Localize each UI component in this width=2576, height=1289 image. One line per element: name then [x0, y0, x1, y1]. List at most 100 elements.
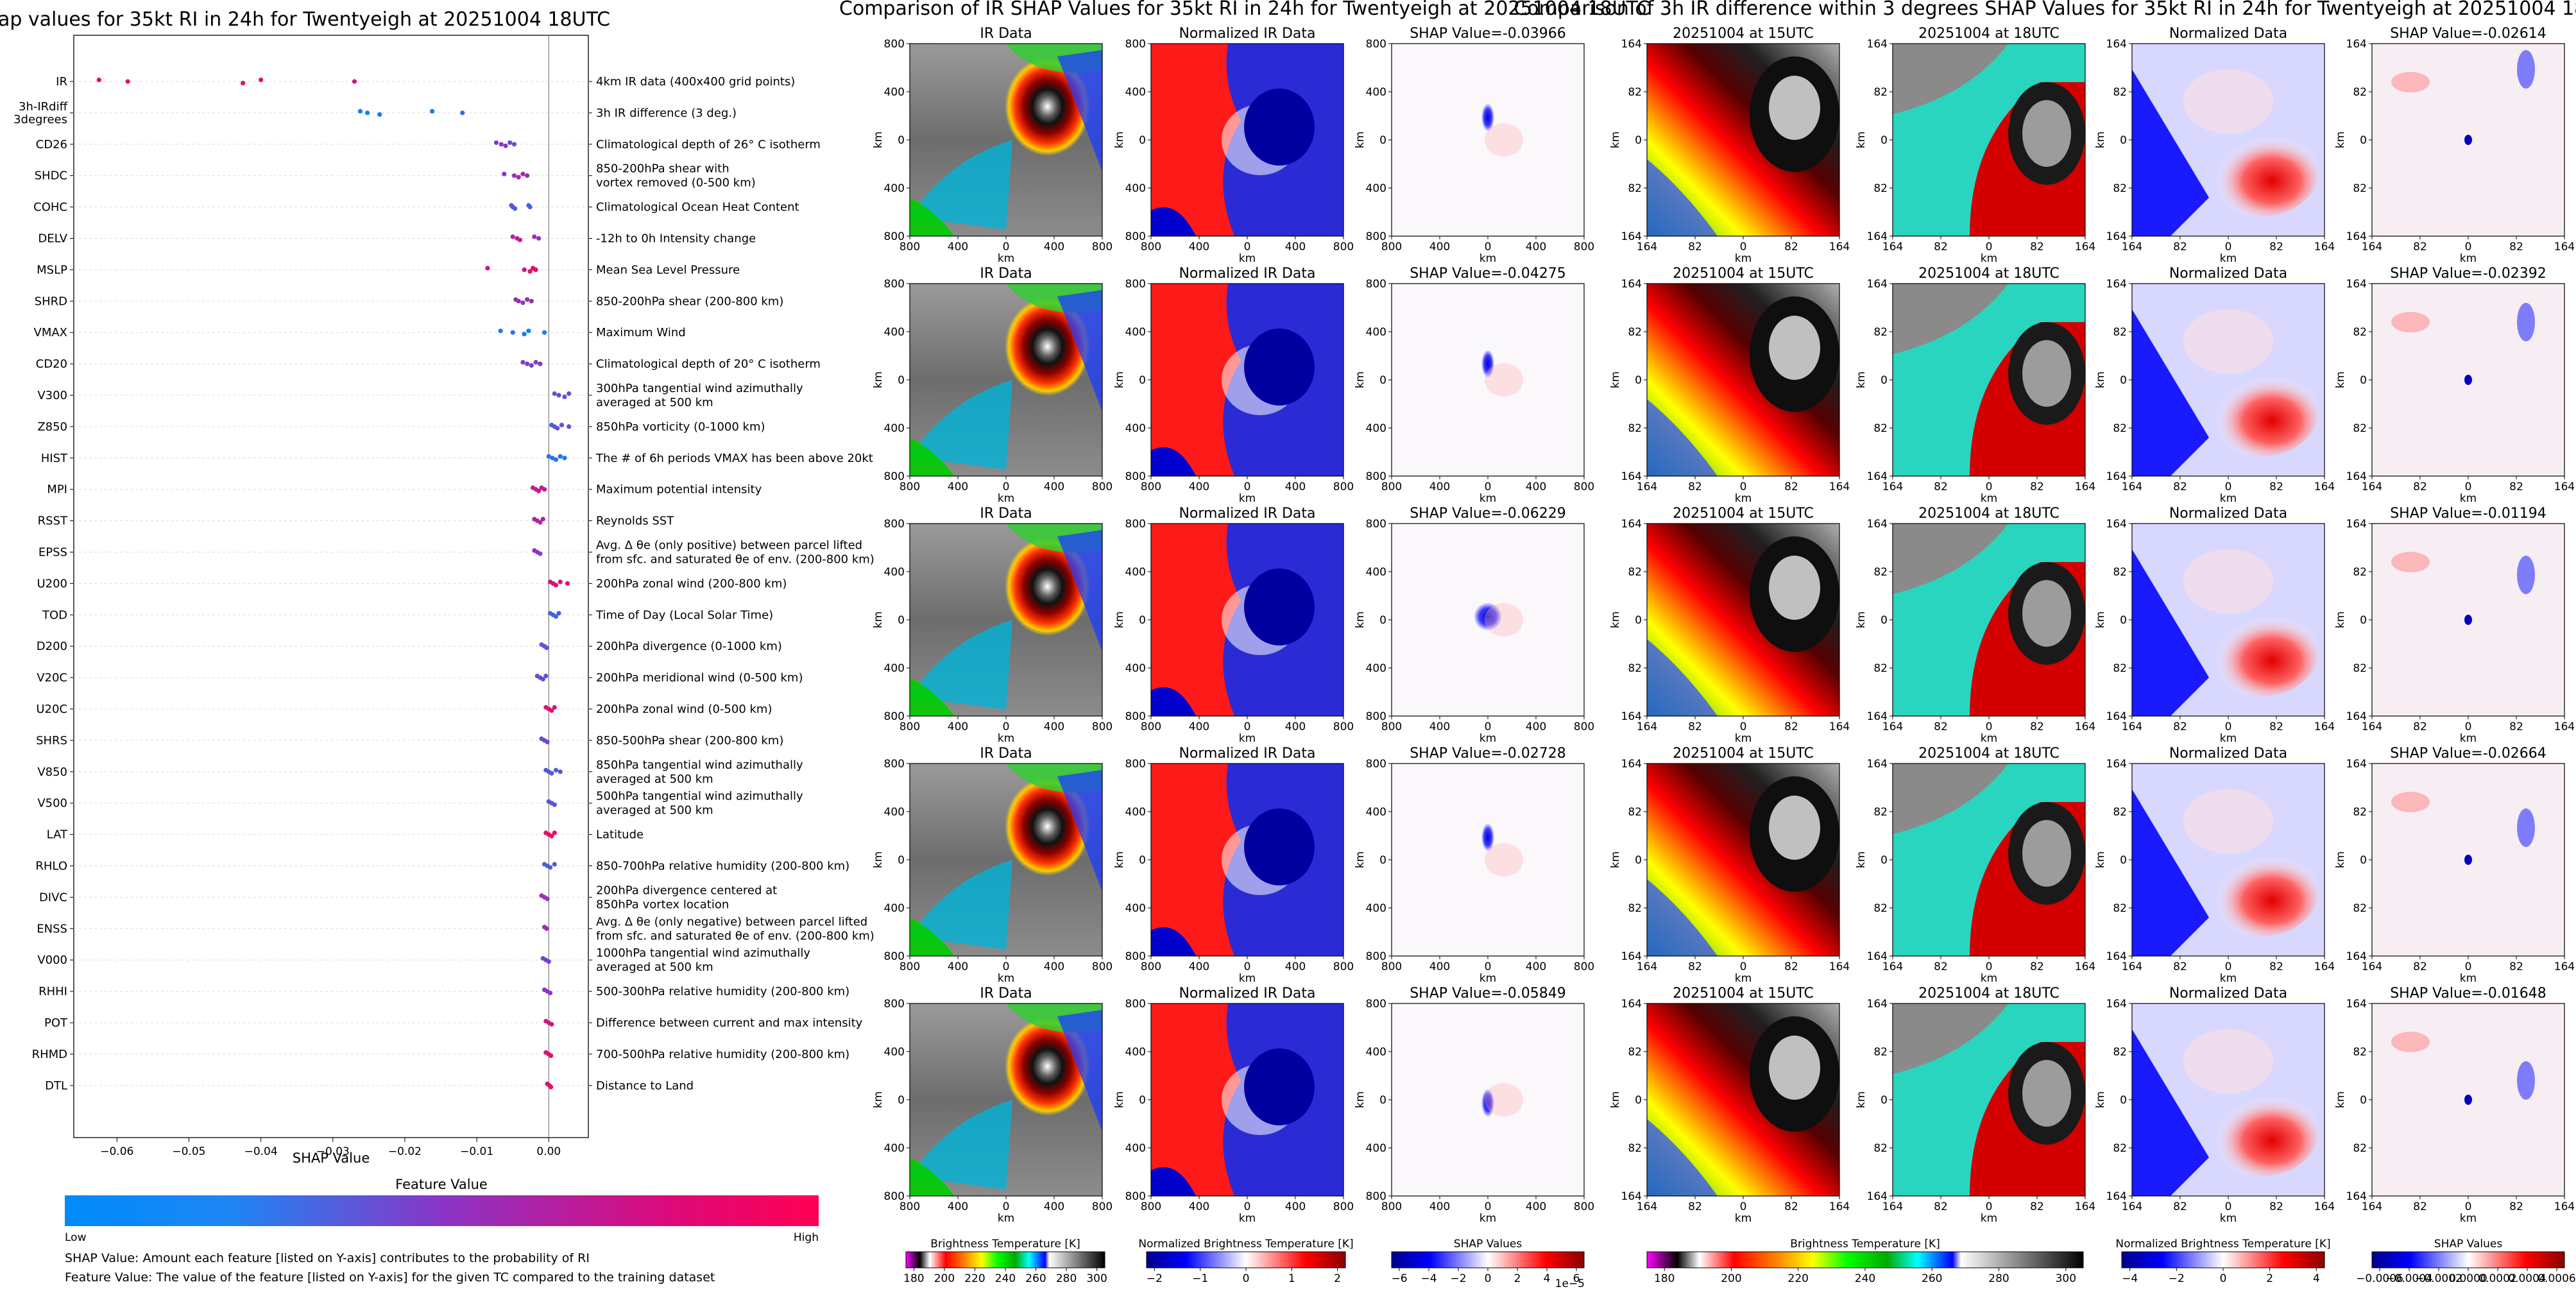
colorbar-label: Normalized Brightness Temperature [K]	[1138, 1238, 1353, 1251]
y-axis-label: km	[1354, 611, 1367, 628]
feature-description: 850-500hPa shear (200-800 km)	[596, 734, 783, 747]
panel-title: SHAP Value=-0.02614	[2390, 26, 2546, 42]
x-tick-label: 800	[1141, 481, 1161, 493]
y-tick-label: 800	[1366, 278, 1386, 291]
y-tick-label: 82	[1628, 1046, 1642, 1059]
shap-point	[558, 579, 563, 585]
hot-blue-band	[1647, 1119, 1718, 1196]
y-tick-label: 0	[898, 374, 905, 387]
y-tick-label: 164	[1621, 278, 1642, 291]
feature-code-label: RHLO	[35, 860, 67, 873]
y-tick-label: 164	[1867, 230, 1888, 243]
y-tick-label: 400	[1125, 902, 1146, 915]
y-axis-label: km	[2334, 1091, 2347, 1108]
feature-description: Avg. Δ θe (only negative) between parcel…	[596, 915, 874, 943]
shap-point	[538, 361, 543, 366]
colorbar-tick-label: −2	[2169, 1272, 2185, 1285]
x-tick-label: 800	[1141, 1200, 1161, 1213]
colorbar-tick-label: 240	[995, 1272, 1016, 1285]
shap-background	[1392, 764, 1584, 956]
y-tick-label: 0	[2120, 1094, 2127, 1107]
hot-overshoot	[1769, 796, 1820, 860]
y-tick-label: 400	[1125, 1142, 1146, 1155]
colorbar-tick-label: 240	[1855, 1272, 1875, 1285]
y-tick-label: 82	[1628, 86, 1642, 99]
x-tick-label: 800	[1574, 241, 1594, 253]
panel-norm: Normalized IR Data8008004004000040040080…	[1113, 506, 1354, 745]
x-tick-label: 82	[1784, 721, 1798, 733]
feature-code-label: V000	[37, 953, 67, 967]
panel-frame	[1150, 1003, 1344, 1197]
shap-point	[526, 329, 531, 334]
norm-dark-core	[1244, 1048, 1315, 1125]
x-tick-label: 164	[2554, 960, 2575, 973]
y-tick-label: 0	[2120, 134, 2127, 147]
feature-code-label: DIVC	[39, 891, 67, 904]
x-tick-label: 164	[1882, 960, 1903, 973]
y-tick-label: 800	[1125, 1190, 1146, 1203]
x-tick-label: 0	[1986, 1200, 1993, 1213]
colorbar-tick-label: −4	[2122, 1272, 2138, 1285]
y-tick-label: 82	[2353, 86, 2367, 99]
y-tick-label: 0	[1379, 1094, 1386, 1107]
shap2-center-blob	[2464, 615, 2472, 625]
x-axis-label: km	[1480, 1212, 1496, 1225]
panel-frame	[1892, 1003, 2086, 1197]
x-tick-label: 0	[1003, 721, 1010, 733]
y-tick-label: 800	[1125, 38, 1146, 51]
footnote-shap: SHAP Value: Amount each feature [listed …	[65, 1251, 590, 1265]
x-tick-label: 164	[1882, 1200, 1903, 1213]
x-axis-label: km	[1735, 252, 1752, 265]
x-tick-label: 0	[1740, 1200, 1747, 1213]
panel-hot: 20251004 at 15UTC1641648282008282164164k…	[1609, 506, 1850, 745]
ndiff-red-region	[2203, 127, 2318, 217]
x-tick-label: 82	[2030, 1200, 2044, 1213]
shap-point	[552, 862, 557, 867]
y-tick-label: 82	[1873, 326, 1888, 339]
y-tick-label: 164	[2346, 998, 2367, 1011]
y-tick-label: 0	[1139, 134, 1146, 147]
gray-tops	[2022, 340, 2071, 407]
y-tick-label: 164	[2106, 710, 2127, 723]
y-tick-label: 164	[1621, 998, 1642, 1011]
shap-point	[538, 520, 543, 525]
y-tick-label: 82	[1873, 566, 1888, 579]
x-tick-label: 82	[2413, 1200, 2427, 1213]
y-tick-label: 82	[2353, 566, 2367, 579]
x-tick-label: 400	[948, 960, 968, 973]
beeswarm-axes-frame	[73, 35, 589, 1138]
hot-overshoot	[1769, 556, 1820, 620]
y-axis-label: km	[2334, 611, 2347, 628]
x-tick-label: 164	[2554, 481, 2575, 493]
y-tick-label: 400	[884, 86, 905, 99]
shap-point	[546, 454, 551, 459]
feature-description: 200hPa zonal wind (0-500 km)	[596, 703, 772, 716]
x-tick-label: 164	[2554, 1200, 2575, 1213]
x-axis-label: km	[998, 972, 1014, 985]
y-tick-label: 0	[898, 614, 905, 627]
ndiff-red-region	[2203, 607, 2318, 697]
x-tick-label: 82	[2269, 241, 2283, 253]
x-tick-label: 164	[1829, 721, 1850, 733]
x-axis-label: km	[1735, 492, 1752, 505]
x-tick-label: 82	[2509, 241, 2523, 253]
x-tick-label: 82	[2413, 481, 2427, 493]
ndiff-blue-band	[2132, 549, 2209, 716]
panel-title: SHAP Value=-0.01194	[2390, 506, 2546, 522]
x-tick-label: 164	[2075, 1200, 2095, 1213]
ir-cloud-band	[910, 140, 1012, 230]
y-tick-label: 400	[884, 182, 905, 195]
panel-title: IR Data	[980, 986, 1032, 1002]
y-tick-label: 82	[2353, 1046, 2367, 1059]
y-tick-label: 82	[2353, 806, 2367, 819]
y-axis-label: km	[1855, 371, 1868, 388]
x-axis-label: km	[1239, 732, 1256, 745]
shap-point	[429, 108, 435, 114]
colorbar-tick-label: 4	[1544, 1272, 1551, 1285]
x-tick-label: 400	[948, 721, 968, 733]
shap-point	[522, 267, 527, 272]
shap-point	[567, 391, 572, 397]
x-tick-label: 82	[1934, 721, 1948, 733]
shap-point	[533, 267, 538, 272]
shap-point	[510, 330, 515, 335]
